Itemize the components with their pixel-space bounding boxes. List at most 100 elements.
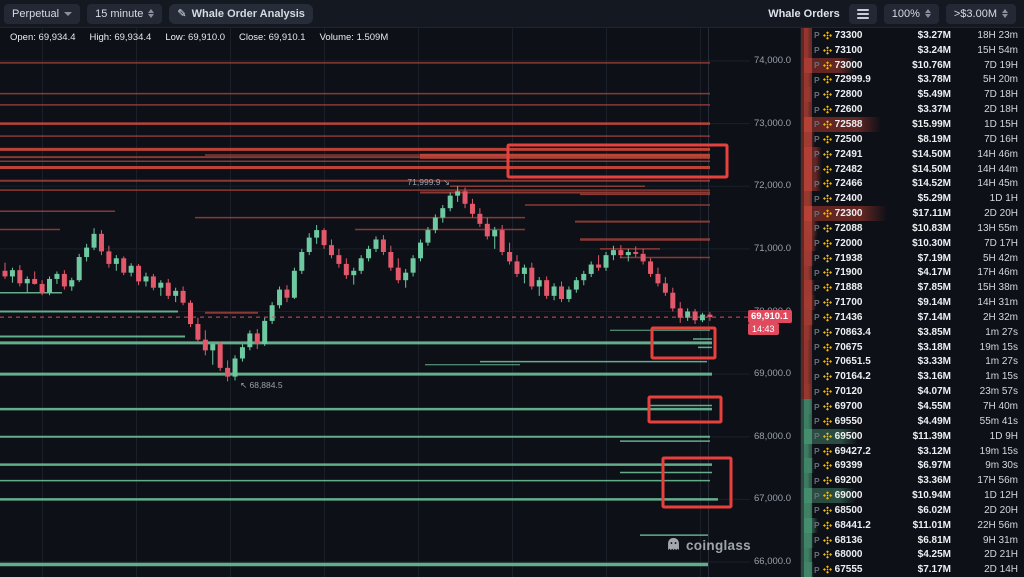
- perpetual-prefix: P: [814, 45, 820, 56]
- order-row[interactable]: P 72588 $15.99M 1D 15H: [801, 117, 1024, 132]
- order-age: 7H 40m: [982, 401, 1018, 413]
- order-row[interactable]: P 72088 $10.83M 13H 55m: [801, 220, 1024, 236]
- order-amount: $4.17M: [917, 267, 951, 279]
- perpetual-prefix: P: [814, 134, 820, 145]
- price-axis-label: 67,000.0: [754, 493, 791, 505]
- order-row[interactable]: P 69700 $4.55M 7H 40m: [801, 399, 1024, 414]
- order-row[interactable]: P 69000 $10.94M 1D 12H: [801, 488, 1024, 503]
- order-price: P 72400: [814, 193, 863, 205]
- stepper-arrows-icon: [1002, 9, 1008, 18]
- price-axis-label: 69,000.0: [754, 368, 791, 380]
- perpetual-prefix: P: [814, 89, 820, 100]
- market-type-dropdown[interactable]: Perpetual: [4, 3, 81, 24]
- order-row[interactable]: P 71436 $7.14M 2H 32m: [801, 310, 1024, 325]
- order-row[interactable]: P 72800 $5.49M 7D 18H: [801, 87, 1024, 103]
- order-amount: $17.11M: [912, 208, 951, 220]
- order-row[interactable]: P 72000 $10.30M 7D 17H: [801, 235, 1024, 251]
- order-amount: $10.83M: [912, 222, 951, 234]
- order-row[interactable]: P 68441.2 $11.01M 22H 56m: [801, 517, 1024, 533]
- binance-icon: [822, 432, 832, 441]
- order-row[interactable]: P 69427.2 $3.12M 19m 15s: [801, 443, 1024, 459]
- binance-icon: [822, 268, 832, 278]
- order-row[interactable]: P 69399 $6.97M 9m 30s: [801, 458, 1024, 474]
- order-row[interactable]: P 70120 $4.07M 23m 57s: [801, 384, 1024, 400]
- order-price: P 68500: [814, 504, 863, 516]
- order-age: 9m 30s: [985, 460, 1018, 472]
- order-row[interactable]: P 71888 $7.85M 15H 38m: [801, 280, 1024, 296]
- order-amount: $11.01M: [912, 519, 951, 531]
- whale-order-analysis-button[interactable]: ✎ Whale Order Analysis: [169, 3, 313, 24]
- order-row[interactable]: P 72482 $14.50M 14H 44m: [801, 161, 1024, 177]
- order-row[interactable]: P 68500 $6.02M 2D 20H: [801, 503, 1024, 518]
- zoom-stepper[interactable]: 100%: [883, 3, 939, 24]
- order-price: P 72600: [814, 104, 863, 116]
- order-row[interactable]: P 72600 $3.37M 2D 18H: [801, 102, 1024, 118]
- order-price: P 72500: [814, 133, 863, 145]
- perpetual-prefix: P: [814, 401, 820, 412]
- order-heat-strip: [804, 87, 812, 103]
- order-row[interactable]: P 70863.4 $3.85M 1m 27s: [801, 324, 1024, 340]
- close-label: Close:: [239, 32, 266, 43]
- order-price: P 68441.2: [814, 519, 871, 531]
- chart-area[interactable]: Open: 69,934.4 High: 69,934.4 Low: 69,91…: [0, 28, 800, 577]
- order-amount: $7.17M: [917, 564, 951, 576]
- high-value: 69,934.4: [114, 32, 152, 43]
- perpetual-prefix: P: [814, 223, 820, 234]
- perpetual-prefix: P: [814, 178, 820, 189]
- main-area: Open: 69,934.4 High: 69,934.4 Low: 69,91…: [0, 28, 1024, 577]
- candlestick-chart[interactable]: 71,999.9 ↘ ↖ 68,884.5: [0, 28, 800, 577]
- whale-orders-panel: P 73300 $3.27M 18H 23m P 73100 $3.24M 15H 54m P 7…: [800, 28, 1024, 577]
- order-age: 15H 38m: [977, 282, 1018, 294]
- order-age: 2H 32m: [982, 311, 1018, 323]
- order-row[interactable]: P 69550 $4.49M 55m 41s: [801, 413, 1024, 429]
- order-row[interactable]: P 69500 $11.39M 1D 9H: [801, 428, 1024, 444]
- order-row[interactable]: P 72300 $17.11M 2D 20H: [801, 206, 1024, 221]
- binance-icon: [822, 298, 832, 307]
- order-row[interactable]: P 70675 $3.18M 19m 15s: [801, 339, 1024, 355]
- binance-icon: [822, 328, 832, 337]
- order-price: P 73000: [814, 59, 863, 71]
- order-row[interactable]: P 72999.9 $3.78M 5H 20m: [801, 72, 1024, 88]
- order-age: 14H 46m: [977, 148, 1018, 160]
- order-row[interactable]: P 68136 $6.81M 9H 31m: [801, 532, 1024, 548]
- order-row[interactable]: P 68000 $4.25M 2D 21H: [801, 547, 1024, 563]
- order-row[interactable]: P 73300 $3.27M 18H 23m: [801, 28, 1024, 43]
- chevron-down-icon: [64, 11, 73, 16]
- order-age: 17H 46m: [977, 267, 1018, 279]
- order-heat-strip: [804, 146, 812, 162]
- order-heat-strip: [804, 191, 812, 207]
- binance-icon: [822, 239, 832, 248]
- order-row[interactable]: P 73100 $3.24M 15H 54m: [801, 42, 1024, 58]
- order-row[interactable]: P 70164.2 $3.16M 1m 15s: [801, 369, 1024, 385]
- order-row[interactable]: P 72500 $8.19M 7D 16H: [801, 131, 1024, 147]
- order-row[interactable]: P 71700 $9.14M 14H 31m: [801, 295, 1024, 311]
- order-heat-strip: [804, 399, 812, 414]
- order-price: P 72999.9: [814, 74, 871, 86]
- order-row[interactable]: P 72400 $5.29M 1D 1H: [801, 191, 1024, 207]
- order-row[interactable]: P 72491 $14.50M 14H 46m: [801, 146, 1024, 162]
- list-settings-button[interactable]: [848, 3, 877, 24]
- order-row[interactable]: P 71938 $7.19M 5H 42m: [801, 250, 1024, 266]
- order-row[interactable]: P 69200 $3.36M 17H 56m: [801, 473, 1024, 489]
- amount-filter-stepper[interactable]: >$3.00M: [945, 3, 1016, 24]
- order-row[interactable]: P 71900 $4.17M 17H 46m: [801, 265, 1024, 281]
- order-heat-strip: [804, 250, 812, 266]
- order-row[interactable]: P 73000 $10.76M 7D 19H: [801, 57, 1024, 73]
- order-price: P 70120: [814, 386, 863, 398]
- order-age: 14H 31m: [977, 297, 1018, 309]
- order-age: 55m 41s: [979, 415, 1018, 427]
- order-amount: $4.49M: [917, 415, 951, 427]
- order-row[interactable]: P 70651.5 $3.33M 1m 27s: [801, 354, 1024, 370]
- order-row[interactable]: P 67555 $7.17M 2D 14H: [801, 562, 1024, 577]
- binance-icon: [822, 535, 832, 545]
- order-row[interactable]: P 72466 $14.52M 14H 45m: [801, 176, 1024, 192]
- binance-icon: [822, 46, 832, 55]
- order-amount: $6.97M: [917, 460, 951, 472]
- order-amount: $3.27M: [917, 29, 951, 41]
- binance-icon: [822, 550, 832, 560]
- order-price: P 71436: [814, 311, 863, 323]
- pencil-icon: ✎: [177, 8, 187, 20]
- interval-stepper[interactable]: 15 minute: [87, 3, 163, 24]
- binance-icon: [822, 90, 832, 99]
